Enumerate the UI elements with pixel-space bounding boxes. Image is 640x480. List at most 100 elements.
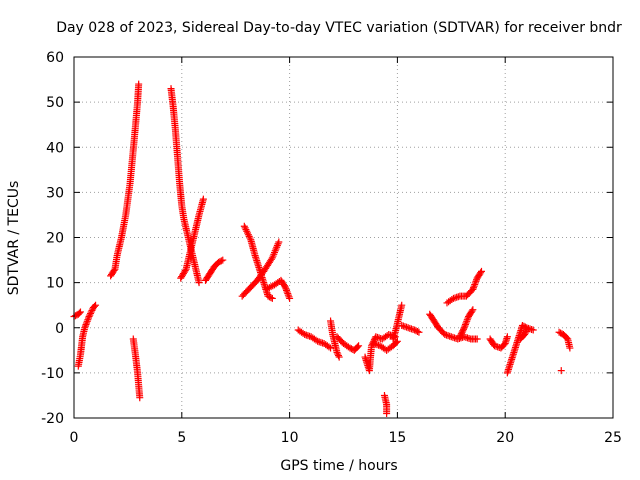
data-point [282, 285, 290, 293]
data-point [469, 306, 477, 314]
data-point [81, 322, 89, 330]
data-point [459, 327, 467, 335]
data-point [312, 336, 320, 344]
data-point [110, 266, 118, 274]
y-tick-label: 60 [46, 50, 64, 66]
y-tick-label: 10 [46, 276, 64, 292]
data-point [354, 343, 362, 351]
data-point [267, 294, 275, 302]
data-point [246, 234, 254, 242]
data-point [243, 227, 251, 235]
data-point [464, 314, 472, 322]
data-point [283, 286, 291, 294]
data-point [217, 257, 225, 265]
data-point [469, 284, 477, 292]
data-point [199, 195, 207, 203]
data-point [86, 311, 94, 319]
data-point [460, 325, 468, 333]
y-axis-label: SDTVAR / TECUs [6, 181, 22, 296]
data-point [521, 323, 529, 331]
data-point [244, 229, 252, 237]
plot-frame [73, 56, 614, 419]
y-tick-label: 40 [46, 140, 64, 156]
data-point [355, 342, 363, 350]
y-tick-label: 30 [46, 185, 64, 201]
chart-title: Day 028 of 2023, Sidereal Day-to-day VTE… [56, 20, 622, 36]
data-point [473, 276, 481, 284]
data-point [557, 367, 565, 375]
data-point [448, 296, 456, 304]
data-point [471, 281, 479, 289]
data-point [241, 224, 249, 232]
data-point [477, 269, 485, 277]
data-point [268, 294, 276, 302]
data-point [76, 308, 84, 316]
grid-layer [74, 57, 613, 418]
data-point [283, 288, 291, 296]
y-tick-label: 20 [46, 231, 64, 247]
data-point [398, 301, 406, 309]
data-point [383, 409, 391, 417]
data-point [468, 307, 476, 315]
data-point [88, 306, 96, 314]
y-tick-label: 0 [55, 321, 64, 337]
data-point [334, 350, 342, 358]
data-point [90, 302, 98, 310]
data-point [240, 222, 248, 230]
data-point [275, 238, 283, 246]
data-point [473, 335, 481, 343]
data-point [325, 343, 333, 351]
data-point [471, 279, 479, 287]
x-tick-label: 15 [388, 430, 406, 446]
y-tick-label: -10 [41, 366, 64, 382]
data-point [136, 394, 144, 402]
data-point [469, 285, 477, 293]
x-tick-label: 0 [70, 430, 79, 446]
data-point [267, 255, 275, 263]
y-tick-label: -20 [41, 411, 64, 427]
data-point [81, 324, 89, 332]
data-point [392, 338, 400, 346]
data-point [463, 316, 471, 324]
data-point [87, 309, 95, 317]
data-point [393, 337, 401, 345]
data-point [456, 333, 464, 341]
data-point [135, 80, 143, 88]
x-tick-label: 25 [604, 430, 622, 446]
data-point [83, 319, 91, 327]
data-point [242, 226, 250, 234]
data-point [521, 331, 529, 339]
data-point [284, 291, 292, 299]
data-point [523, 326, 531, 334]
data-point [470, 282, 478, 290]
data-point [414, 328, 422, 336]
y-tick-label: 50 [46, 95, 64, 111]
x-tick-label: 20 [496, 430, 514, 446]
data-point [284, 290, 292, 298]
x-axis-label: GPS time / hours [280, 458, 397, 474]
data-point [244, 231, 252, 239]
x-tick-label: 10 [281, 430, 299, 446]
data-point [75, 309, 83, 317]
data-point [327, 344, 335, 352]
data-point [503, 333, 511, 341]
data-point [529, 326, 537, 334]
data-point [460, 324, 468, 332]
data-point [195, 279, 203, 287]
data-point [281, 283, 289, 291]
data-point [415, 328, 423, 336]
data-point [458, 328, 466, 336]
data-point [463, 317, 471, 325]
data-point [335, 353, 343, 361]
data-point [461, 321, 469, 329]
data-point [566, 344, 574, 352]
data-point [522, 328, 530, 336]
data-point [457, 331, 465, 339]
tick-layer: -20 -10 0 10 20 30 40 50 60 0 5 10 15 20 25 [41, 50, 622, 446]
data-point [181, 267, 189, 275]
data-point [83, 317, 91, 325]
data-point [477, 267, 485, 275]
x-tick-label: 5 [177, 430, 186, 446]
data-point [333, 349, 341, 357]
